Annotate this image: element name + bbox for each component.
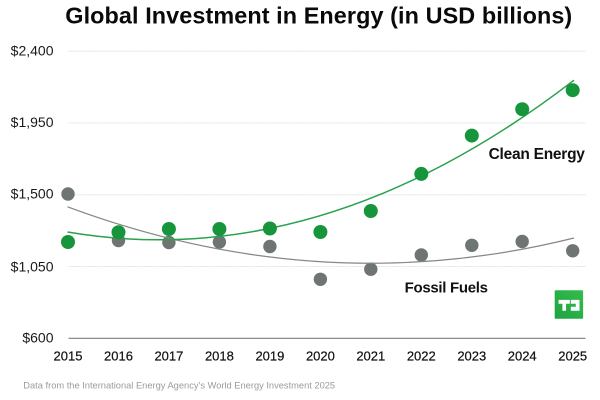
svg-text:2019: 2019 (255, 349, 284, 364)
svg-text:2024: 2024 (508, 349, 537, 364)
svg-text:$600: $600 (22, 329, 53, 345)
svg-text:2022: 2022 (407, 349, 436, 364)
svg-text:2025: 2025 (558, 349, 587, 364)
svg-text:2020: 2020 (306, 349, 335, 364)
svg-text:Clean Energy: Clean Energy (489, 146, 586, 163)
svg-text:2016: 2016 (104, 349, 133, 364)
svg-text:$2,400: $2,400 (11, 43, 54, 59)
svg-text:2015: 2015 (54, 349, 83, 364)
svg-text:2017: 2017 (154, 349, 183, 364)
svg-text:2018: 2018 (205, 349, 234, 364)
svg-text:2021: 2021 (356, 349, 385, 364)
svg-text:$1,950: $1,950 (11, 114, 54, 130)
svg-text:$1,050: $1,050 (11, 258, 54, 274)
svg-text:2023: 2023 (457, 349, 486, 364)
svg-text:Data from the International En: Data from the International Energy Agenc… (23, 380, 335, 390)
svg-text:Global Investment in Energy (i: Global Investment in Energy (in USD bill… (65, 2, 572, 28)
svg-text:$1,500: $1,500 (11, 186, 54, 202)
svg-text:Fossil Fuels: Fossil Fuels (405, 279, 488, 296)
